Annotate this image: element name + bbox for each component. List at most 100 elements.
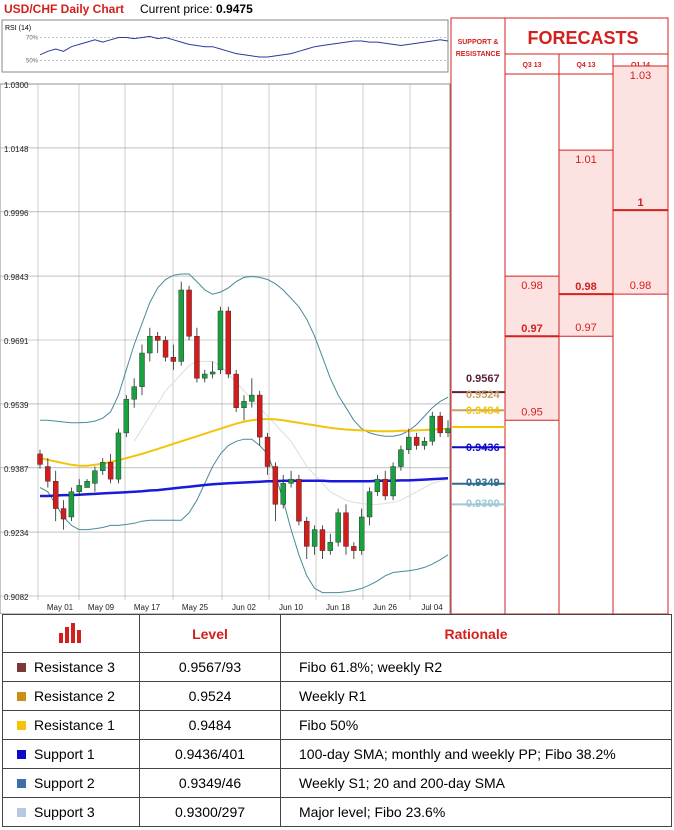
candle-up bbox=[123, 399, 130, 434]
candle-up bbox=[84, 481, 90, 488]
level-name-cell: Resistance 1 bbox=[2, 710, 140, 740]
candle-up bbox=[115, 432, 122, 480]
bollinger-lower-line bbox=[39, 438, 449, 594]
level-rationale: Fibo 50% bbox=[280, 710, 672, 740]
candle-down bbox=[382, 478, 388, 497]
level-name: Support 1 bbox=[34, 746, 95, 762]
sr-level-label: 0.9567 bbox=[466, 373, 500, 385]
x-tick-label: Jun 26 bbox=[373, 603, 398, 612]
level-rationale: Fibo 61.8%; weekly R2 bbox=[280, 652, 672, 682]
x-tick-label: Jul 04 bbox=[421, 603, 443, 612]
candle-up bbox=[390, 466, 396, 497]
x-tick-label: Jun 10 bbox=[279, 603, 304, 612]
level-name-cell: Resistance 2 bbox=[2, 681, 140, 711]
forecast-mid-label: 1 bbox=[637, 197, 643, 209]
forecast-frame bbox=[450, 17, 669, 614]
candlesticks bbox=[37, 281, 451, 560]
candle-up bbox=[139, 352, 145, 387]
candle-down bbox=[162, 340, 169, 358]
candle-up bbox=[241, 401, 247, 408]
forecast-high-label: 0.98 bbox=[521, 280, 542, 292]
candle-down bbox=[296, 478, 302, 522]
y-tick-label: 0.9996 bbox=[4, 209, 29, 218]
candle-down bbox=[45, 466, 51, 482]
candle-up bbox=[147, 336, 153, 354]
current-price-value: 0.9475 bbox=[216, 2, 253, 16]
candle-down bbox=[186, 289, 192, 337]
chart-title: USD/CHF Daily Chart bbox=[4, 2, 125, 16]
forecast-column-header: Q4 13 bbox=[576, 62, 595, 69]
level-rationale: Weekly S1; 20 and 200-day SMA bbox=[280, 768, 672, 798]
level-rationale: Major level; Fibo 23.6% bbox=[280, 797, 672, 827]
candle-up bbox=[421, 441, 428, 446]
bollinger-upper-line bbox=[40, 273, 449, 437]
color-swatch bbox=[17, 750, 26, 759]
rsi-label: RSI (14) bbox=[5, 25, 31, 32]
candle-down bbox=[37, 453, 43, 465]
level-rationale: Weekly R1 bbox=[280, 681, 672, 711]
candle-down bbox=[233, 373, 239, 408]
x-tick-label: May 25 bbox=[182, 603, 209, 612]
candle-down bbox=[194, 336, 200, 379]
forecast-range bbox=[505, 276, 559, 421]
y-tick-label: 0.9691 bbox=[4, 337, 29, 346]
y-tick-label: 0.9539 bbox=[4, 401, 29, 410]
sr-level-label: 0.9524 bbox=[466, 389, 501, 401]
candle-down bbox=[343, 512, 349, 547]
x-tick-label: May 17 bbox=[134, 603, 161, 612]
level-name-cell: Support 3 bbox=[2, 797, 140, 827]
rsi-line bbox=[39, 35, 449, 58]
levels-table-wrap: Level Rationale Resistance 3 0.9567/93 Fib… bbox=[0, 614, 674, 830]
rsi-low-label: 50% bbox=[26, 59, 39, 65]
level-value: 0.9484 bbox=[139, 710, 281, 740]
candle-up bbox=[68, 491, 75, 518]
level-name: Resistance 3 bbox=[34, 659, 115, 675]
candle-up bbox=[406, 436, 412, 450]
level-header: Level bbox=[139, 614, 281, 653]
color-swatch bbox=[17, 779, 26, 788]
color-swatch bbox=[17, 808, 26, 817]
forecast-high-label: 1.03 bbox=[630, 70, 651, 82]
candle-down bbox=[170, 357, 177, 362]
y-tick-label: 0.9387 bbox=[4, 465, 29, 474]
forecast-mid-label: 0.97 bbox=[521, 323, 542, 335]
y-tick-label: 1.0300 bbox=[4, 81, 29, 90]
candle-up bbox=[327, 541, 334, 551]
table-row: Resistance 2 0.9524 Weekly R1 bbox=[2, 681, 672, 711]
chart-area: RSI (14) 70% 50% FORECASTS SUPPORT & RESISTA… bbox=[0, 17, 669, 614]
candle-up bbox=[76, 485, 82, 492]
candle-down bbox=[319, 529, 326, 551]
support-resistance-levels: 0.9567 0.9524 0.9484 0.9436 0.9349 0.9300 bbox=[452, 373, 505, 510]
chart-header: USD/CHF Daily Chart Current price: 0.947… bbox=[0, 0, 450, 20]
x-tick-label: Jun 18 bbox=[326, 603, 351, 612]
y-tick-label: 0.9843 bbox=[4, 273, 29, 282]
level-value: 0.9567/93 bbox=[139, 652, 281, 682]
sr-level-label: 0.9436 bbox=[466, 442, 500, 454]
candle-up bbox=[131, 386, 137, 400]
y-tick-label: 0.9082 bbox=[4, 593, 29, 602]
level-name: Support 2 bbox=[34, 775, 95, 791]
table-row: Support 2 0.9349/46 Weekly S1; 20 and 200-… bbox=[2, 768, 672, 798]
level-value: 0.9436/401 bbox=[139, 739, 281, 769]
axis-labels: 1.0300 1.0148 0.9996 0.9843 0.9691 0.9539 0.93… bbox=[4, 81, 443, 612]
candle-down bbox=[52, 481, 59, 509]
level-rationale: 100-day SMA; monthly and weekly PP; Fibo… bbox=[280, 739, 672, 769]
x-tick-label: Jun 02 bbox=[232, 603, 257, 612]
rsi-frame bbox=[1, 19, 449, 73]
candle-up bbox=[398, 449, 404, 467]
candle-down bbox=[60, 508, 67, 520]
level-value: 0.9300/297 bbox=[139, 797, 281, 827]
candle-down bbox=[437, 415, 443, 434]
candle-up bbox=[249, 394, 255, 402]
level-value: 0.9349/46 bbox=[139, 768, 281, 798]
x-tick-label: May 09 bbox=[88, 603, 115, 612]
candle-down bbox=[264, 436, 271, 467]
bar-chart-icon bbox=[2, 614, 140, 653]
sr-level-label: 0.9484 bbox=[466, 405, 501, 417]
level-name-cell: Support 2 bbox=[2, 768, 140, 798]
color-swatch bbox=[17, 692, 26, 701]
candle-up bbox=[335, 512, 341, 543]
candle-up bbox=[217, 310, 224, 371]
candle-up bbox=[445, 428, 451, 434]
level-name: Support 3 bbox=[34, 804, 95, 820]
